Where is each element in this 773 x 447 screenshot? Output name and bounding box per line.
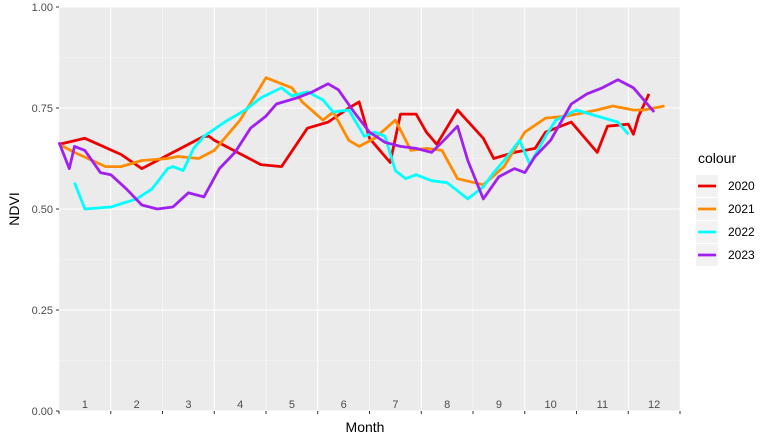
series-line-2020	[58, 93, 651, 171]
x-tick-label: 1	[82, 399, 88, 411]
y-tick-label: 1.00	[32, 2, 53, 14]
x-tick-label: 9	[496, 399, 502, 411]
legend-title: colour	[698, 150, 736, 166]
y-tick-label: 0.00	[32, 406, 53, 418]
legend-label-2020: 2020	[728, 179, 755, 193]
x-tick-label: 7	[392, 399, 398, 411]
legend-label-2023: 2023	[728, 248, 755, 262]
x-tick-label: 2	[134, 399, 140, 411]
x-tick-label: 6	[341, 399, 347, 411]
x-tick-label: 3	[185, 399, 191, 411]
y-tick-label: 0.25	[32, 305, 53, 317]
legend-label-2022: 2022	[728, 225, 755, 239]
x-tick-label: 10	[545, 399, 557, 411]
series-line-2022	[73, 86, 630, 211]
series-lines	[57, 76, 665, 211]
legend: colour 2020 2021 2022 2023	[696, 150, 755, 266]
y-axis-title: NDVI	[6, 192, 22, 225]
x-tick-label: 8	[444, 399, 450, 411]
x-axis-title: Month	[346, 419, 385, 435]
x-axis: 1 2 3 4 5 6 7 8 9 10 11 12	[58, 399, 681, 414]
x-tick-label: 11	[597, 399, 608, 411]
x-tick-label: 5	[289, 399, 295, 411]
x-tick-label: 12	[648, 399, 660, 411]
y-tick-label: 0.75	[32, 103, 53, 115]
y-tick-label: 0.50	[32, 204, 53, 216]
series-line-2023	[57, 78, 656, 211]
y-axis: 0.00 0.25 0.50 0.75 1.00	[32, 2, 59, 418]
x-tick-label: 4	[237, 399, 243, 411]
legend-label-2021: 2021	[728, 202, 755, 216]
